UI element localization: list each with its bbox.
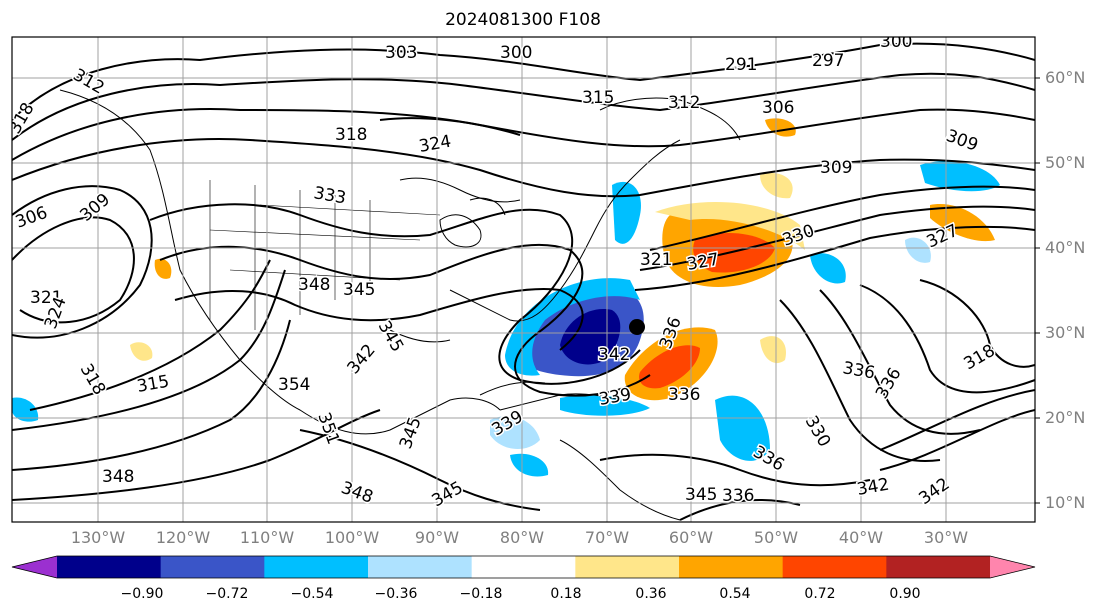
lon-label-120w: 120°W [155, 528, 211, 547]
contour-label: 309 [820, 158, 852, 178]
lightblue-south [715, 395, 770, 461]
contour-label: 336 [668, 385, 700, 405]
colorbar-tick-label: 0.72 [804, 586, 836, 602]
colorbar-cell [886, 556, 991, 578]
colorbar-extend-low [12, 556, 57, 578]
colorbar-extend-high [990, 556, 1035, 578]
contour-label: 315 [582, 88, 614, 108]
contour-label: 300 [500, 43, 532, 63]
darkblue-core [560, 309, 621, 365]
contour-label: 318 [335, 125, 367, 145]
contour-label: 312 [668, 93, 700, 113]
colorbar-tick-label: −0.90 [120, 586, 164, 602]
colorbar-tick-label: 0.54 [719, 586, 751, 602]
yellow-gulf [760, 336, 786, 364]
coastlines [59, 89, 741, 521]
contour-label: 321 [30, 288, 62, 308]
lon-label-70w: 70°W [584, 528, 630, 547]
yellow-rim-north [655, 202, 805, 250]
lightblue-midatlantic [810, 253, 846, 284]
lon-label-110w: 110°W [239, 528, 295, 547]
yellow-pacific [154, 258, 172, 279]
contour-label: 303 [385, 43, 417, 63]
lat-label-20n: 20°N [1045, 408, 1086, 427]
colorbar-cell [264, 556, 369, 578]
contour-label: 345 [343, 280, 375, 300]
colorbar-cell [368, 556, 473, 578]
colorbar-tick-label: −0.36 [374, 586, 418, 602]
map-frame [11, 36, 1036, 523]
lon-label-100w: 100°W [324, 528, 380, 547]
grid-lines [12, 37, 1035, 522]
contour-label: 306 [762, 98, 794, 118]
lon-label-30w: 30°W [923, 528, 969, 547]
contour-label: 348 [102, 467, 134, 487]
lon-label-50w: 50°W [753, 528, 799, 547]
colorbar-tick-label: −0.18 [459, 586, 503, 602]
colorbar-tick-label: 0.18 [550, 586, 582, 602]
lat-label-30n: 30°N [1045, 323, 1086, 342]
blue-atlantic-east [920, 161, 1000, 192]
yellow-west [130, 342, 153, 361]
lon-label-130w: 130°W [70, 528, 126, 547]
lat-label-60n: 60°N [1045, 68, 1086, 87]
lightblue-caribbean [560, 395, 650, 416]
lightblue-yucatan [490, 416, 540, 450]
axis-ticks [1035, 77, 1040, 504]
lightblue-pacific [12, 397, 39, 422]
colorbar-tick-label: 0.90 [889, 586, 921, 602]
contour-lines [12, 42, 1035, 521]
storm-center-marker [629, 319, 645, 335]
contour-label: 342 [598, 345, 630, 365]
contour-label: 336 [722, 486, 754, 506]
lon-label-90w: 90°W [414, 528, 460, 547]
lightblue-west-coast [612, 181, 641, 244]
colorbar-tick-label: 0.36 [635, 586, 667, 602]
colorbar-cell [575, 556, 680, 578]
red-anomaly-south [639, 345, 700, 389]
contour-label: 354 [278, 375, 310, 395]
colorbar-cell [57, 556, 162, 578]
contour-label: 348 [298, 275, 330, 295]
colorbar-cell [160, 556, 265, 578]
lon-label-80w: 80°W [499, 528, 545, 547]
colorbar-tick-label: −0.54 [290, 586, 334, 602]
lightblue-southamerica [510, 453, 549, 477]
state-borders [209, 180, 441, 330]
colorbar-cell [679, 556, 784, 578]
lat-label-40n: 40°N [1045, 238, 1086, 257]
shaded-regions [12, 118, 1000, 477]
contour-label: 300 [880, 32, 912, 52]
lon-label-40w: 40°W [838, 528, 884, 547]
colorbar-tick-label: −0.72 [205, 586, 249, 602]
lat-label-50n: 50°N [1045, 153, 1086, 172]
lon-label-60w: 60°W [668, 528, 714, 547]
contour-label: 336 [841, 358, 876, 383]
red-anomaly-north [693, 233, 775, 273]
lightblue-east2 [905, 237, 931, 263]
map-title: 2024081300 F108 [445, 10, 601, 30]
contour-label: 297 [812, 51, 844, 71]
contour-label: 291 [725, 55, 757, 75]
colorbar-cell [471, 556, 576, 578]
lat-label-10n: 10°N [1045, 493, 1086, 512]
orange-greenland [765, 118, 796, 137]
contour-label: 345 [685, 485, 717, 505]
contour-label: 321 [640, 250, 672, 270]
colorbar [11, 555, 1036, 579]
colorbar-cell [782, 556, 887, 578]
